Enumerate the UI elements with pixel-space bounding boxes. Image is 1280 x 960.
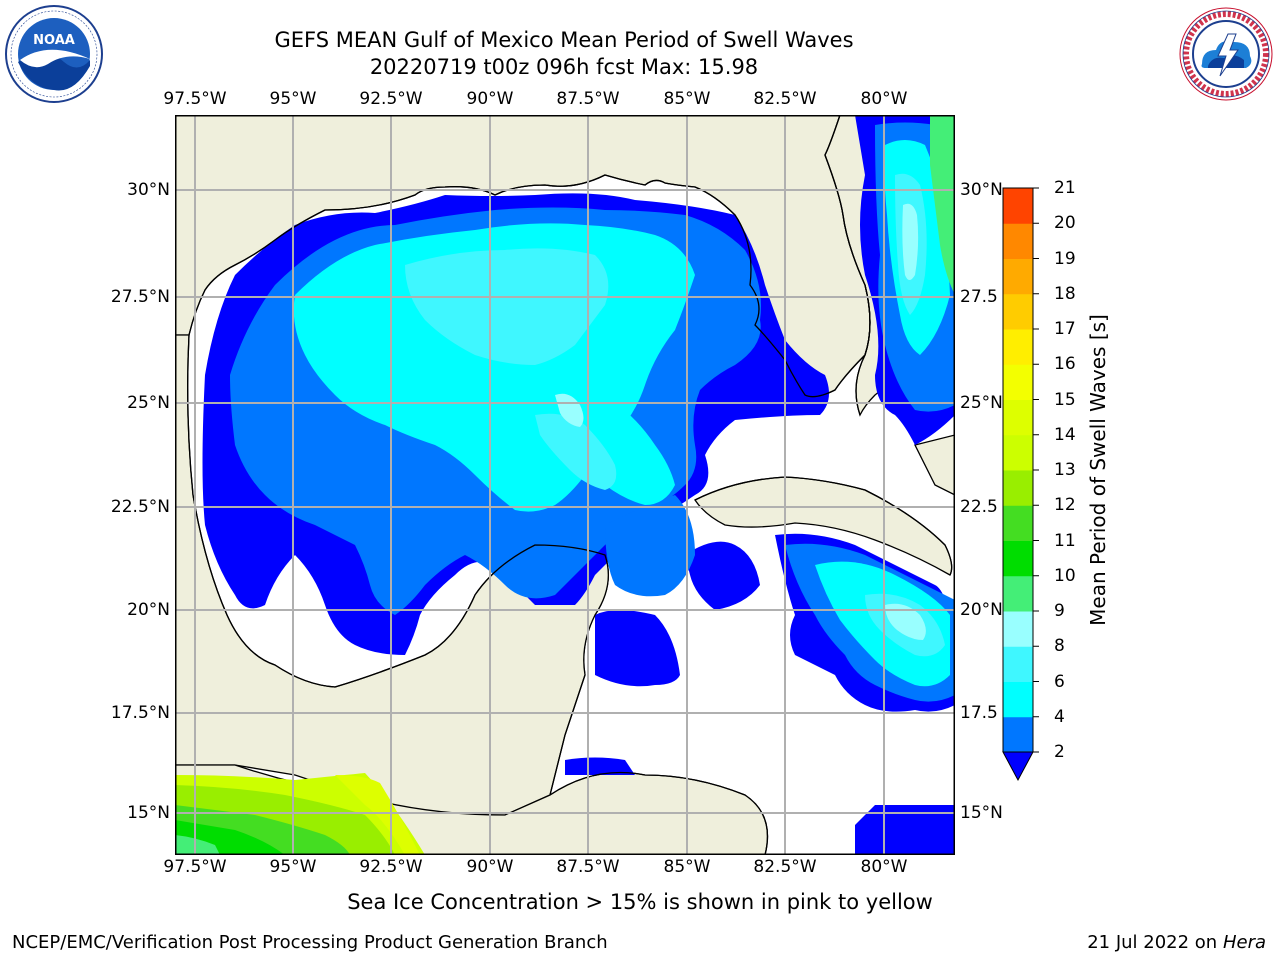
colorbar-tick-label: 10 xyxy=(1054,565,1076,586)
lon-label-bottom: 90°W xyxy=(466,857,514,877)
colorbar-tick-label: 16 xyxy=(1054,354,1076,375)
footer-date-text: 21 Jul 2022 on xyxy=(1087,932,1223,953)
colorbar-tick-label: 19 xyxy=(1054,248,1076,269)
noaa-logo-text: NOAA xyxy=(33,33,75,48)
colorbar-tick-label: 17 xyxy=(1054,319,1076,339)
lon-label-top: 90°W xyxy=(466,89,514,109)
coastlines xyxy=(187,115,953,855)
colorbar-label: Mean Period of Swell Waves [s] xyxy=(1086,314,1110,626)
footer-date: 21 Jul 2022 on Hera xyxy=(1087,932,1266,953)
colorbar-bin xyxy=(1003,681,1033,718)
colorbar-bin xyxy=(1003,329,1033,365)
lat-label-right: 20°N xyxy=(960,600,1003,620)
colorbar-tick-label: 9 xyxy=(1054,601,1065,621)
colorbar-tick-label: 11 xyxy=(1054,530,1076,551)
lat-label-right: 15°N xyxy=(960,803,1003,823)
lat-label-left: 25°N xyxy=(127,393,170,413)
lat-label-left: 17.5°N xyxy=(110,703,170,723)
footer-system: Hera xyxy=(1222,932,1266,953)
colorbar-bin xyxy=(1003,540,1033,577)
colorbar-tick-label: 8 xyxy=(1054,636,1065,657)
chart-title: GEFS MEAN Gulf of Mexico Mean Period of … xyxy=(274,28,854,52)
swell-9-10s xyxy=(930,115,955,295)
colorbar-tick-label: 6 xyxy=(1054,671,1065,692)
lon-label-top: 97.5°W xyxy=(163,89,227,109)
colorbar-tick-label: 13 xyxy=(1054,460,1076,480)
gridlines xyxy=(175,115,955,855)
colorbar-bin xyxy=(1003,293,1033,330)
lon-label-bottom: 92.5°W xyxy=(359,857,423,877)
lon-label-top: 95°W xyxy=(269,89,317,109)
lon-label-bottom: 87.5°W xyxy=(556,857,620,877)
lat-label-left: 27.5°N xyxy=(110,287,170,307)
lat-label-right: 27.5 xyxy=(960,287,998,307)
lat-label-right: 17.5 xyxy=(960,703,998,723)
colorbar-bin xyxy=(1003,223,1033,259)
colorbar-bin xyxy=(1003,716,1033,753)
colorbar-bin xyxy=(1003,575,1033,612)
gulf-of-mexico-map xyxy=(175,115,955,855)
lat-label-left: 20°N xyxy=(127,600,170,620)
lon-label-top: 87.5°W xyxy=(556,89,620,109)
map-frame xyxy=(175,115,955,855)
colorbar-bin xyxy=(1003,399,1033,436)
colorbar-bin xyxy=(1003,646,1033,682)
colorbar-bin xyxy=(1003,611,1033,647)
colorbar xyxy=(1002,187,1039,782)
colorbar-tick-label: 21 xyxy=(1054,178,1076,198)
colorbar-bin xyxy=(1003,434,1033,471)
chart-subtitle: 20220719 t00z 096h fcst Max: 15.98 xyxy=(369,55,759,79)
lat-label-left: 22.5°N xyxy=(110,497,170,517)
lat-label-left: 30°N xyxy=(127,180,170,200)
colorbar-bin xyxy=(1003,258,1033,295)
lat-label-right: 30°N xyxy=(960,180,1003,200)
colorbar-tick-label: 20 xyxy=(1054,213,1076,234)
lon-label-bottom: 82.5°W xyxy=(753,857,817,877)
nws-logo xyxy=(1179,7,1273,101)
lon-label-top: 85°W xyxy=(663,89,711,109)
lon-label-bottom: 95°W xyxy=(269,857,317,877)
colorbar-tick-label: 4 xyxy=(1054,706,1065,727)
colorbar-bin xyxy=(1003,470,1033,506)
lat-label-right: 25°N xyxy=(960,393,1003,413)
colorbar-bin xyxy=(1003,505,1033,541)
lon-label-bottom: 97.5°W xyxy=(163,857,227,877)
colorbar-bin xyxy=(1003,364,1033,400)
lon-label-bottom: 85°W xyxy=(663,857,711,877)
lon-label-bottom: 80°W xyxy=(860,857,908,877)
colorbar-tick-label: 15 xyxy=(1054,389,1076,410)
swell-8-9s xyxy=(555,203,926,640)
lon-label-top: 80°W xyxy=(860,89,908,109)
colorbar-bin xyxy=(1003,188,1033,224)
lon-label-top: 82.5°W xyxy=(753,89,817,109)
colorbar-tick-label: 12 xyxy=(1054,495,1076,516)
noaa-logo: NOAA xyxy=(5,5,103,103)
colorbar-tick-label: 14 xyxy=(1054,424,1076,445)
footer-credit: NCEP/EMC/Verification Post Processing Pr… xyxy=(12,932,608,953)
sea-ice-note: Sea Ice Concentration > 15% is shown in … xyxy=(347,890,933,914)
lat-label-right: 22.5 xyxy=(960,497,998,517)
colorbar-tick-label: 2 xyxy=(1054,742,1065,762)
lon-label-top: 92.5°W xyxy=(359,89,423,109)
colorbar-under-arrow xyxy=(1002,751,1034,782)
lat-label-left: 15°N xyxy=(127,803,170,823)
colorbar-tick-label: 18 xyxy=(1054,283,1076,304)
